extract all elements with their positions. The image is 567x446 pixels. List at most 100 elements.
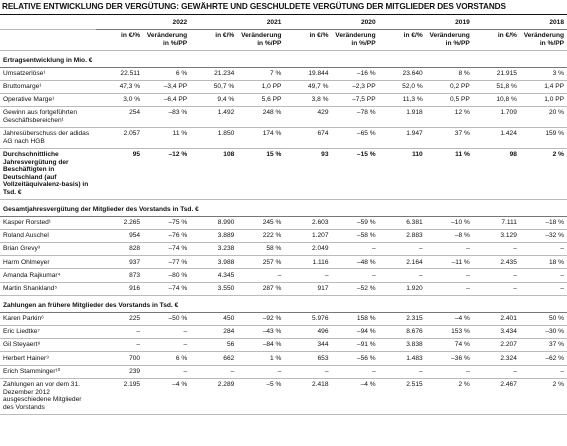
cell: 873	[96, 268, 144, 283]
cell: –	[425, 282, 473, 296]
cell: –62 %	[519, 351, 567, 366]
cell: –77 %	[143, 255, 191, 270]
cell: 450	[190, 312, 238, 326]
cell: 93	[284, 148, 332, 200]
cell: 3.889	[190, 229, 238, 244]
header-row: 2022 2021 2020 2019 2018	[0, 15, 567, 30]
cell: 10,8 %	[472, 93, 520, 108]
subheader: Veränderung in %/PP	[425, 29, 473, 51]
cell: 2.289	[190, 378, 238, 415]
cell: 496	[284, 325, 332, 340]
row-label: Eric Liedtke⁷	[0, 325, 96, 340]
cell: 2.418	[284, 378, 332, 415]
cell: –83 %	[143, 106, 191, 128]
cell: –56 %	[331, 351, 379, 366]
year: 2022	[96, 15, 191, 30]
cell: –50 %	[143, 312, 191, 326]
data-row: Zahlungen an vor dem 31. Dezember 2012 a…	[0, 378, 567, 415]
row-label: Erich Stamminger¹⁰	[0, 365, 96, 379]
cell: 3,0 %	[96, 93, 144, 108]
cell: 222 %	[237, 229, 285, 244]
cell: 2 %	[519, 148, 567, 200]
row-label: Bruttomarge¹	[0, 80, 96, 94]
cell: –74 %	[143, 282, 191, 296]
section-title: Zahlungen an frühere Mitglieder des Vors…	[0, 295, 567, 313]
cell: –	[96, 325, 144, 340]
cell: 18 %	[519, 255, 567, 270]
cell: 245 %	[237, 216, 285, 230]
cell: –58 %	[331, 229, 379, 244]
cell: 3,8 %	[284, 93, 332, 108]
cell: 2.603	[284, 216, 332, 230]
cell: –59 %	[331, 216, 379, 230]
cell: 3.988	[190, 255, 238, 270]
subheader: in €/%	[472, 29, 520, 51]
cell: 51,8 %	[472, 80, 520, 94]
row-label: Kasper Rorsted¹	[0, 216, 96, 230]
cell: –78 %	[331, 106, 379, 128]
subheader: Veränderung in %/PP	[237, 29, 285, 51]
cell: 257 %	[237, 255, 285, 270]
cell: 4.345	[190, 268, 238, 283]
cell: –	[237, 365, 285, 379]
cell: 56	[190, 338, 238, 353]
row-label: Umsatzerlöse¹	[0, 67, 96, 81]
cell: –	[425, 268, 473, 283]
cell: 1.850	[190, 127, 238, 149]
data-row: Eric Liedtke⁷ – –284 –43 % 496 –94 % 8.676 153 …	[0, 325, 567, 340]
row-label: Zahlungen an vor dem 31. Dezember 2012 a…	[0, 378, 96, 415]
cell: 9,4 %	[190, 93, 238, 108]
cell: 49,7 %	[284, 80, 332, 94]
cell: 2.883	[378, 229, 426, 244]
row-label: Martin Shankland⁵	[0, 282, 96, 296]
cell: –	[472, 365, 520, 379]
cell: 2.401	[472, 312, 520, 326]
cell: 110	[378, 148, 426, 200]
cell: 174 %	[237, 127, 285, 149]
cell: 1.492	[190, 106, 238, 128]
cell: –16 %	[331, 67, 379, 81]
cell: 1.709	[472, 106, 520, 128]
cell: –4 %	[331, 378, 379, 415]
cell: 5,6 PP	[237, 93, 285, 108]
cell: –92 %	[237, 312, 285, 326]
cell: –	[378, 242, 426, 257]
data-row: Jahresüberschuss der adidas AG nach HGB 2…	[0, 127, 567, 149]
cell: –48 %	[331, 255, 379, 270]
row-label: Harm Ohlmeyer	[0, 255, 96, 270]
row-label: Herbert Hainer⁹	[0, 351, 96, 366]
cell: 429	[284, 106, 332, 128]
cell: –4 %	[425, 312, 473, 326]
data-row: Herbert Hainer⁹ 700 6 % 662 1 % 653 –56 % 1.483…	[0, 351, 567, 366]
cell: –75 %	[143, 216, 191, 230]
data-row: Martin Shankland⁵ 916 –74 % 3.550 287 % 917 –5…	[0, 282, 567, 296]
section-row: Gesamtjahresvergütung der Mitglieder des…	[0, 199, 567, 217]
cell: 3.550	[190, 282, 238, 296]
cell: 6.381	[378, 216, 426, 230]
cell: –	[472, 282, 520, 296]
cell: 239	[96, 365, 144, 379]
cell: –	[143, 365, 191, 379]
cell: 1.116	[284, 255, 332, 270]
cell: –	[96, 338, 144, 353]
cell: 0,2 PP	[425, 80, 473, 94]
cell: 662	[190, 351, 238, 366]
cell: 3.238	[190, 242, 238, 257]
cell: 2.515	[378, 378, 426, 415]
cell: 954	[96, 229, 144, 244]
cell: 74 %	[425, 338, 473, 353]
cell: 21.915	[472, 67, 520, 81]
cell: 284	[190, 325, 238, 340]
cell: 23.640	[378, 67, 426, 81]
cell: –	[519, 242, 567, 257]
cell: –	[284, 268, 332, 283]
cell: 3.434	[472, 325, 520, 340]
cell: 1.424	[472, 127, 520, 149]
cell: –7,5 PP	[331, 93, 379, 108]
cell: –43 %	[237, 325, 285, 340]
cell: 1,4 PP	[519, 80, 567, 94]
data-row: Operative Marge¹ 3,0 % –6,4 PP 9,4 % 5,6 PP 3…	[0, 93, 567, 108]
cell: 1.947	[378, 127, 426, 149]
cell: –	[378, 268, 426, 283]
